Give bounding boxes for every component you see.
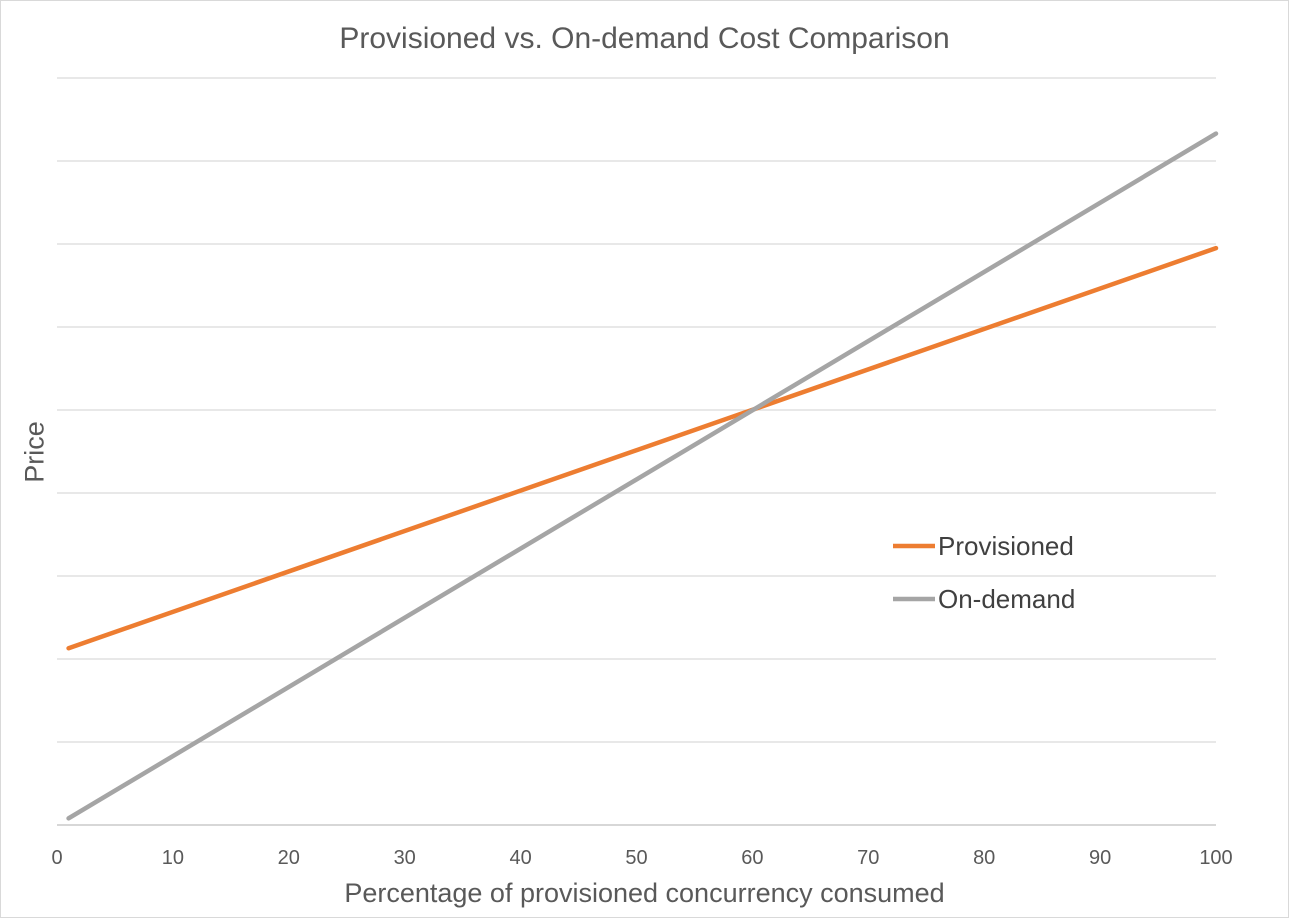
x-tick-label: 60 (741, 847, 763, 869)
x-tick-label: 20 (278, 847, 300, 869)
series-line-provisioned (66, 245, 1219, 651)
x-tick-label: 0 (51, 847, 62, 869)
x-tick-label: 50 (625, 847, 647, 869)
x-tick-label: 30 (394, 847, 416, 869)
x-tick-label: 40 (509, 847, 531, 869)
x-tick-label: 80 (973, 847, 995, 869)
x-tick-label: 100 (1199, 847, 1232, 869)
x-axis-label: Percentage of provisioned concurrency co… (344, 878, 945, 908)
series-line-on-demand (66, 131, 1219, 821)
x-tick-label: 90 (1089, 847, 1111, 869)
chart-title: Provisioned vs. On-demand Cost Compariso… (339, 22, 950, 55)
legend-label-provisioned: Provisioned (938, 531, 1074, 561)
x-tick-label: 70 (857, 847, 879, 869)
x-tick-label: 10 (162, 847, 184, 869)
legend-label-on-demand: On-demand (938, 584, 1075, 614)
